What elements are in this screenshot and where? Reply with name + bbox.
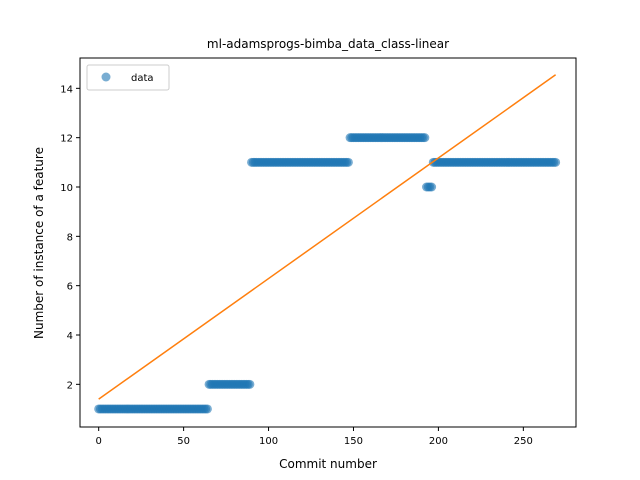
y-tick-label: 2	[67, 380, 73, 391]
legend-marker-data	[101, 72, 111, 82]
x-tick-label: 50	[177, 436, 190, 447]
y-axis-label: Number of instance of a feature	[32, 147, 46, 339]
x-axis: 0 50 100 150 200 250	[95, 427, 533, 447]
legend-box	[86, 64, 170, 91]
y-tick-label: 6	[67, 282, 73, 293]
data-point	[551, 157, 561, 167]
legend: data	[86, 64, 170, 91]
x-tick-label: 100	[259, 436, 278, 447]
legend-label-data: data	[131, 73, 154, 84]
axes-frame	[79, 57, 577, 428]
y-tick-label: 4	[67, 331, 73, 342]
x-tick-label: 150	[344, 436, 363, 447]
data-point	[245, 379, 255, 389]
data-point	[420, 133, 430, 143]
plot-area	[94, 74, 561, 414]
data-point	[202, 404, 212, 414]
chart-title: ml-adamsprogs-bimba_data_class-linear	[207, 37, 449, 51]
y-tick-label: 14	[60, 84, 73, 95]
fit-line	[98, 74, 557, 400]
y-tick-label: 8	[67, 232, 73, 243]
y-tick-label: 12	[60, 134, 73, 145]
x-tick-label: 0	[95, 436, 101, 447]
data-point	[343, 157, 353, 167]
y-tick-label: 10	[60, 183, 73, 194]
x-axis-label: Commit number	[279, 457, 377, 471]
x-tick-label: 250	[514, 436, 533, 447]
x-tick-label: 200	[429, 436, 448, 447]
y-axis: 2 4 6 8 10 12 14	[60, 84, 80, 391]
data-point	[427, 182, 437, 192]
